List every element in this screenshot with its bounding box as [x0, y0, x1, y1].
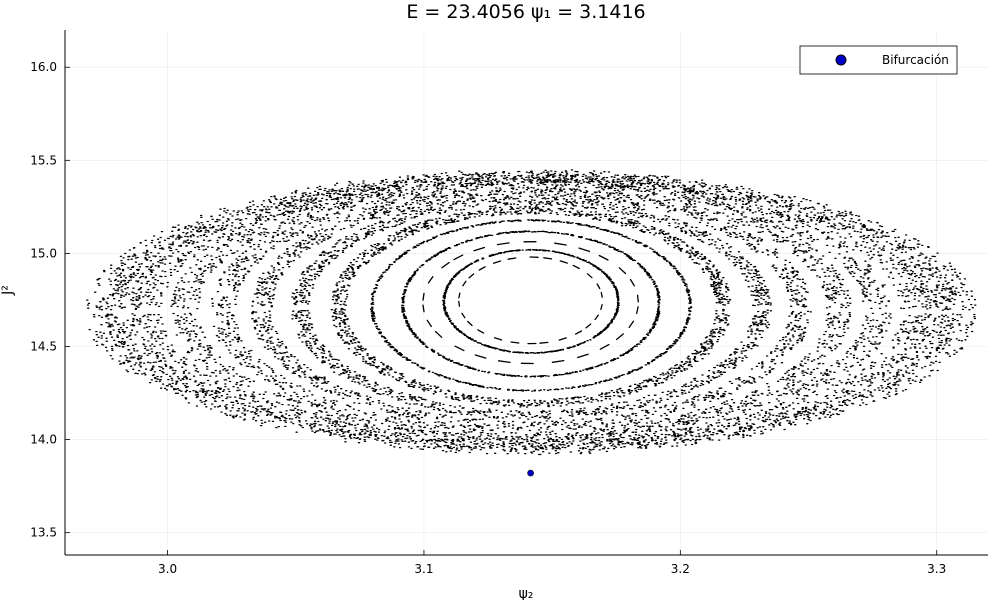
x-axis-title: ψ₂	[519, 586, 534, 600]
scatter-points	[86, 169, 977, 477]
legend: Bifurcación	[799, 45, 958, 75]
y-tick-label: 13.5	[30, 526, 57, 540]
x-tick-label: 3.2	[671, 562, 690, 576]
legend-label-bifurcacion: Bifurcación	[882, 53, 949, 67]
x-tick-label: 3.0	[158, 562, 177, 576]
grid	[65, 30, 988, 555]
x-tick-label: 3.1	[414, 562, 433, 576]
chart-title: E = 23.4056 ψ₁ = 3.1416	[406, 1, 645, 23]
poincare-points	[86, 169, 977, 456]
legend-box	[799, 45, 958, 75]
y-tick-label: 14.0	[30, 433, 57, 447]
y-tick-label: 14.5	[30, 339, 57, 353]
x-tick-label: 3.3	[927, 562, 946, 576]
y-tick-label: 15.5	[30, 153, 57, 167]
legend-marker-bifurcacion	[835, 54, 847, 66]
y-axis-title: J²	[0, 285, 16, 296]
bifurcation-point	[527, 469, 534, 477]
y-tick-label: 15.0	[30, 246, 57, 260]
y-tick-label: 16.0	[30, 60, 57, 74]
axes: 3.0 3.1 3.2 3.3 13.5 14.0 14.5 15.0 15.5 16.0	[30, 30, 988, 576]
